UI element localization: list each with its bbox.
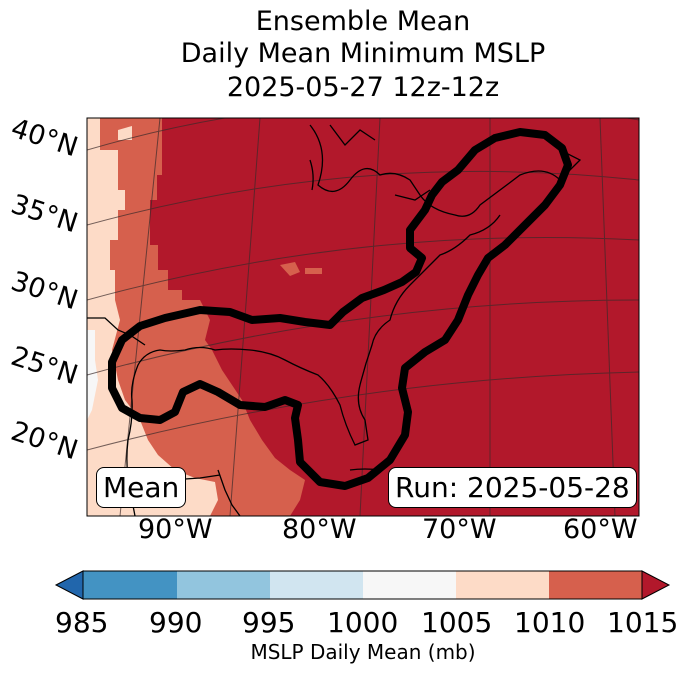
lon-label-70w: 70°W — [422, 514, 497, 545]
colorbar-segment-990-995 — [177, 571, 270, 599]
lon-label-80w: 80°W — [282, 514, 357, 545]
pressure-field-1010-1015-patch — [280, 262, 322, 276]
colorbar-label: MSLP Daily Mean (mb) — [250, 640, 476, 664]
run-date-box: Run: 2025-05-28 — [388, 467, 637, 508]
colorbar-tick-985: 985 — [55, 606, 109, 639]
colorbar-segment-1010-1015 — [549, 571, 642, 599]
title-line-3: 2025-05-27 12z-12z — [226, 72, 500, 103]
colorbar-under-arrow — [54, 570, 84, 600]
colorbar-tick-1000: 1000 — [327, 606, 399, 639]
colorbar-tick-990: 990 — [149, 606, 203, 639]
pressure-field-1005-1010 — [87, 118, 218, 516]
colorbar-segment-1000-1005 — [363, 571, 456, 599]
colorbar-tick-1005: 1005 — [421, 606, 493, 639]
lon-label-60w: 60°W — [563, 514, 638, 545]
lon-label-90w: 90°W — [138, 514, 213, 545]
colorbar-tick-1015: 1015 — [607, 606, 679, 639]
map-panel — [86, 117, 640, 517]
pressure-field-1000-1005 — [87, 330, 98, 420]
title-line-1: Ensemble Mean — [255, 6, 471, 37]
colorbar-tick-995: 995 — [242, 606, 296, 639]
colorbar-frame — [82, 570, 643, 600]
mean-label-box: Mean — [96, 467, 187, 508]
coastline — [87, 124, 582, 516]
colorbar-over-arrow — [641, 570, 671, 600]
colorbar-segment-1005-1010 — [456, 571, 549, 599]
pressure-field-1005-1010-patch — [118, 126, 132, 140]
colorbar-segment-995-1000 — [270, 571, 363, 599]
title-line-2: Daily Mean Minimum MSLP — [180, 38, 546, 69]
ensemble-contour — [108, 128, 572, 490]
colorbar-tick-1010: 1010 — [514, 606, 586, 639]
map-frame — [86, 117, 640, 517]
colorbar-segment-985-990 — [83, 571, 177, 599]
